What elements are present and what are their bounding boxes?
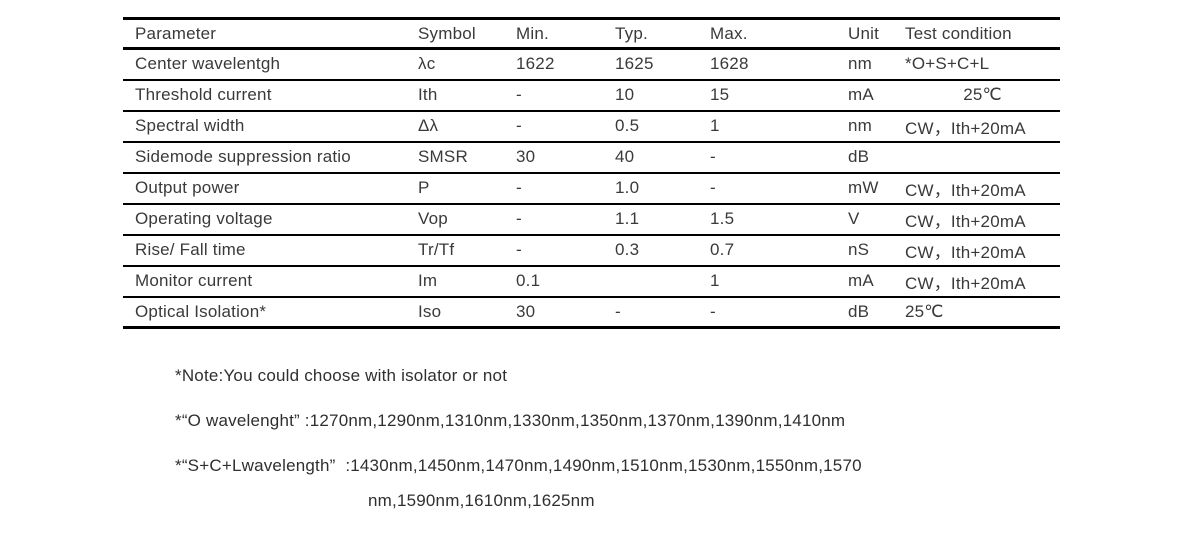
typ-cell: 1625 xyxy=(615,48,710,81)
parameter-cell: Operating voltage xyxy=(123,203,418,236)
max-cell: - xyxy=(710,172,848,205)
min-cell: 0.1 xyxy=(516,265,615,298)
header-typ: Typ. xyxy=(615,17,710,50)
symbol-cell: P xyxy=(418,172,516,205)
parameter-cell: Threshold current xyxy=(123,79,418,112)
min-cell: - xyxy=(516,203,615,236)
note-scl-wavelengths-cont: nm,1590nm,1610nm,1625nm xyxy=(368,491,595,510)
table-row: Sidemode suppression ratio SMSR 30 40 - … xyxy=(123,141,1060,174)
unit-cell: mW xyxy=(848,172,905,205)
header-max: Max. xyxy=(710,17,848,50)
min-cell: - xyxy=(516,234,615,267)
max-cell: - xyxy=(710,296,848,329)
note-o-wavelengths: *“O wavelenght” :1270nm,1290nm,1310nm,13… xyxy=(175,411,846,430)
symbol-cell: Ith xyxy=(418,79,516,112)
test-condition-cell: *O+S+C+L xyxy=(905,48,1060,81)
unit-cell: nS xyxy=(848,234,905,267)
typ-cell xyxy=(615,265,710,298)
table-row: Spectral width Δλ - 0.5 1 nm CW，Ith+20mA xyxy=(123,110,1060,143)
symbol-cell: SMSR xyxy=(418,141,516,174)
parameter-cell: Spectral width xyxy=(123,110,418,143)
parameter-cell: Rise/ Fall time xyxy=(123,234,418,267)
note-isolator: *Note:You could choose with isolator or … xyxy=(175,366,508,385)
table-header-row: Parameter Symbol Min. Typ. Max. Unit Tes… xyxy=(123,17,1060,50)
table-row: Rise/ Fall time Tr/Tf - 0.3 0.7 nS CW，It… xyxy=(123,234,1060,267)
max-cell: 1 xyxy=(710,110,848,143)
symbol-cell: Iso xyxy=(418,296,516,329)
parameter-cell: Sidemode suppression ratio xyxy=(123,141,418,174)
test-condition-cell: 25℃ xyxy=(905,296,1060,329)
typ-cell: - xyxy=(615,296,710,329)
note-scl-wavelengths: *“S+C+Lwavelength” :1430nm,1450nm,1470nm… xyxy=(175,456,862,475)
table-row: Threshold current Ith - 10 15 mA 25℃ xyxy=(123,79,1060,112)
min-cell: 30 xyxy=(516,296,615,329)
max-cell: 15 xyxy=(710,79,848,112)
max-cell: 0.7 xyxy=(710,234,848,267)
test-condition-cell: CW，Ith+20mA xyxy=(905,203,1060,236)
typ-cell: 1.1 xyxy=(615,203,710,236)
header-parameter: Parameter xyxy=(123,17,418,50)
test-condition-cell: CW，Ith+20mA xyxy=(905,234,1060,267)
unit-cell: nm xyxy=(848,48,905,81)
symbol-cell: Δλ xyxy=(418,110,516,143)
max-cell: 1628 xyxy=(710,48,848,81)
parameter-cell: Optical Isolation* xyxy=(123,296,418,329)
typ-cell: 40 xyxy=(615,141,710,174)
unit-cell: V xyxy=(848,203,905,236)
typ-cell: 10 xyxy=(615,79,710,112)
symbol-cell: Vop xyxy=(418,203,516,236)
test-condition-cell: CW，Ith+20mA xyxy=(905,172,1060,205)
test-condition-cell xyxy=(905,141,1060,174)
symbol-cell: λc xyxy=(418,48,516,81)
min-cell: - xyxy=(516,79,615,112)
unit-cell: nm xyxy=(848,110,905,143)
test-condition-cell: CW，Ith+20mA xyxy=(905,265,1060,298)
spec-table: Parameter Symbol Min. Typ. Max. Unit Tes… xyxy=(123,17,1060,329)
unit-cell: mA xyxy=(848,265,905,298)
header-min: Min. xyxy=(516,17,615,50)
unit-cell: dB xyxy=(848,296,905,329)
symbol-cell: Im xyxy=(418,265,516,298)
unit-cell: dB xyxy=(848,141,905,174)
header-symbol: Symbol xyxy=(418,17,516,50)
min-cell: - xyxy=(516,172,615,205)
test-condition-cell: CW，Ith+20mA xyxy=(905,110,1060,143)
parameter-cell: Output power xyxy=(123,172,418,205)
typ-cell: 0.5 xyxy=(615,110,710,143)
table-row: Monitor current Im 0.1 1 mA CW，Ith+20mA xyxy=(123,265,1060,298)
min-cell: 1622 xyxy=(516,48,615,81)
max-cell: 1 xyxy=(710,265,848,298)
parameter-cell: Monitor current xyxy=(123,265,418,298)
header-unit: Unit xyxy=(848,17,905,50)
typ-cell: 1.0 xyxy=(615,172,710,205)
symbol-cell: Tr/Tf xyxy=(418,234,516,267)
min-cell: 30 xyxy=(516,141,615,174)
table-row: Output power P - 1.0 - mW CW，Ith+20mA xyxy=(123,172,1060,205)
table-row: Operating voltage Vop - 1.1 1.5 V CW，Ith… xyxy=(123,203,1060,236)
table-row: Optical Isolation* Iso 30 - - dB 25℃ xyxy=(123,296,1060,329)
min-cell: - xyxy=(516,110,615,143)
max-cell: 1.5 xyxy=(710,203,848,236)
typ-cell: 0.3 xyxy=(615,234,710,267)
parameter-cell: Center wavelentgh xyxy=(123,48,418,81)
header-test-condition: Test condition xyxy=(905,17,1060,50)
table-row: Center wavelentgh λc 1622 1625 1628 nm *… xyxy=(123,48,1060,81)
test-condition-cell: 25℃ xyxy=(905,79,1060,112)
max-cell: - xyxy=(710,141,848,174)
unit-cell: mA xyxy=(848,79,905,112)
